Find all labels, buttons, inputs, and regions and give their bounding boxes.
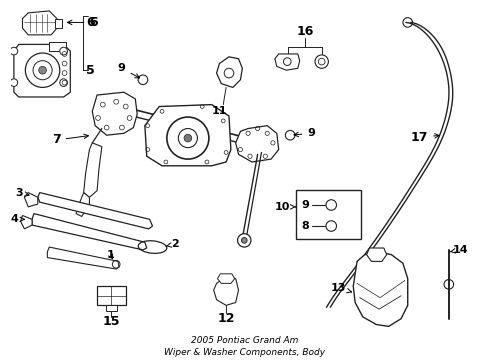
Circle shape [237, 234, 250, 247]
Polygon shape [83, 143, 102, 197]
Circle shape [60, 79, 67, 86]
Bar [295, 190, 360, 239]
Polygon shape [20, 216, 32, 229]
Polygon shape [352, 252, 407, 327]
Text: 9: 9 [118, 63, 139, 78]
Polygon shape [235, 126, 278, 162]
Text: 4: 4 [11, 214, 24, 224]
FancyBboxPatch shape [49, 41, 66, 51]
Polygon shape [38, 193, 152, 229]
Polygon shape [366, 248, 386, 261]
Polygon shape [14, 44, 70, 97]
Polygon shape [92, 92, 137, 135]
Text: 14: 14 [449, 245, 468, 255]
Text: 8: 8 [301, 221, 309, 231]
Text: 7: 7 [52, 134, 88, 147]
Text: 13: 13 [329, 283, 351, 293]
Bar [105, 305, 117, 311]
Text: 2: 2 [166, 239, 179, 249]
Circle shape [241, 238, 246, 243]
Circle shape [183, 134, 191, 142]
Polygon shape [76, 193, 89, 216]
Bar [97, 286, 125, 305]
Text: 11: 11 [211, 106, 227, 116]
Circle shape [10, 47, 18, 55]
Polygon shape [217, 274, 234, 283]
Text: 2005 Pontiac Grand Am
Wiper & Washer Components, Body: 2005 Pontiac Grand Am Wiper & Washer Com… [163, 336, 324, 357]
Text: 6: 6 [67, 16, 98, 29]
Circle shape [60, 47, 67, 55]
Text: 17: 17 [410, 131, 438, 144]
Text: 5: 5 [86, 64, 95, 77]
Text: 16: 16 [296, 26, 313, 39]
Text: 15: 15 [102, 315, 120, 328]
Polygon shape [22, 11, 57, 35]
Polygon shape [213, 277, 238, 305]
Polygon shape [47, 247, 119, 269]
Text: 1: 1 [106, 250, 114, 260]
FancyBboxPatch shape [55, 19, 61, 28]
Polygon shape [32, 213, 146, 250]
Text: 9: 9 [301, 200, 309, 210]
Polygon shape [24, 193, 38, 207]
Text: 6: 6 [86, 16, 95, 29]
Polygon shape [274, 54, 299, 70]
Text: 10: 10 [274, 202, 295, 212]
Circle shape [10, 79, 18, 86]
Text: 12: 12 [217, 312, 234, 325]
Circle shape [39, 66, 46, 74]
Polygon shape [144, 105, 230, 166]
Text: 9: 9 [293, 128, 315, 138]
Text: 3: 3 [15, 188, 29, 198]
Polygon shape [216, 57, 242, 87]
